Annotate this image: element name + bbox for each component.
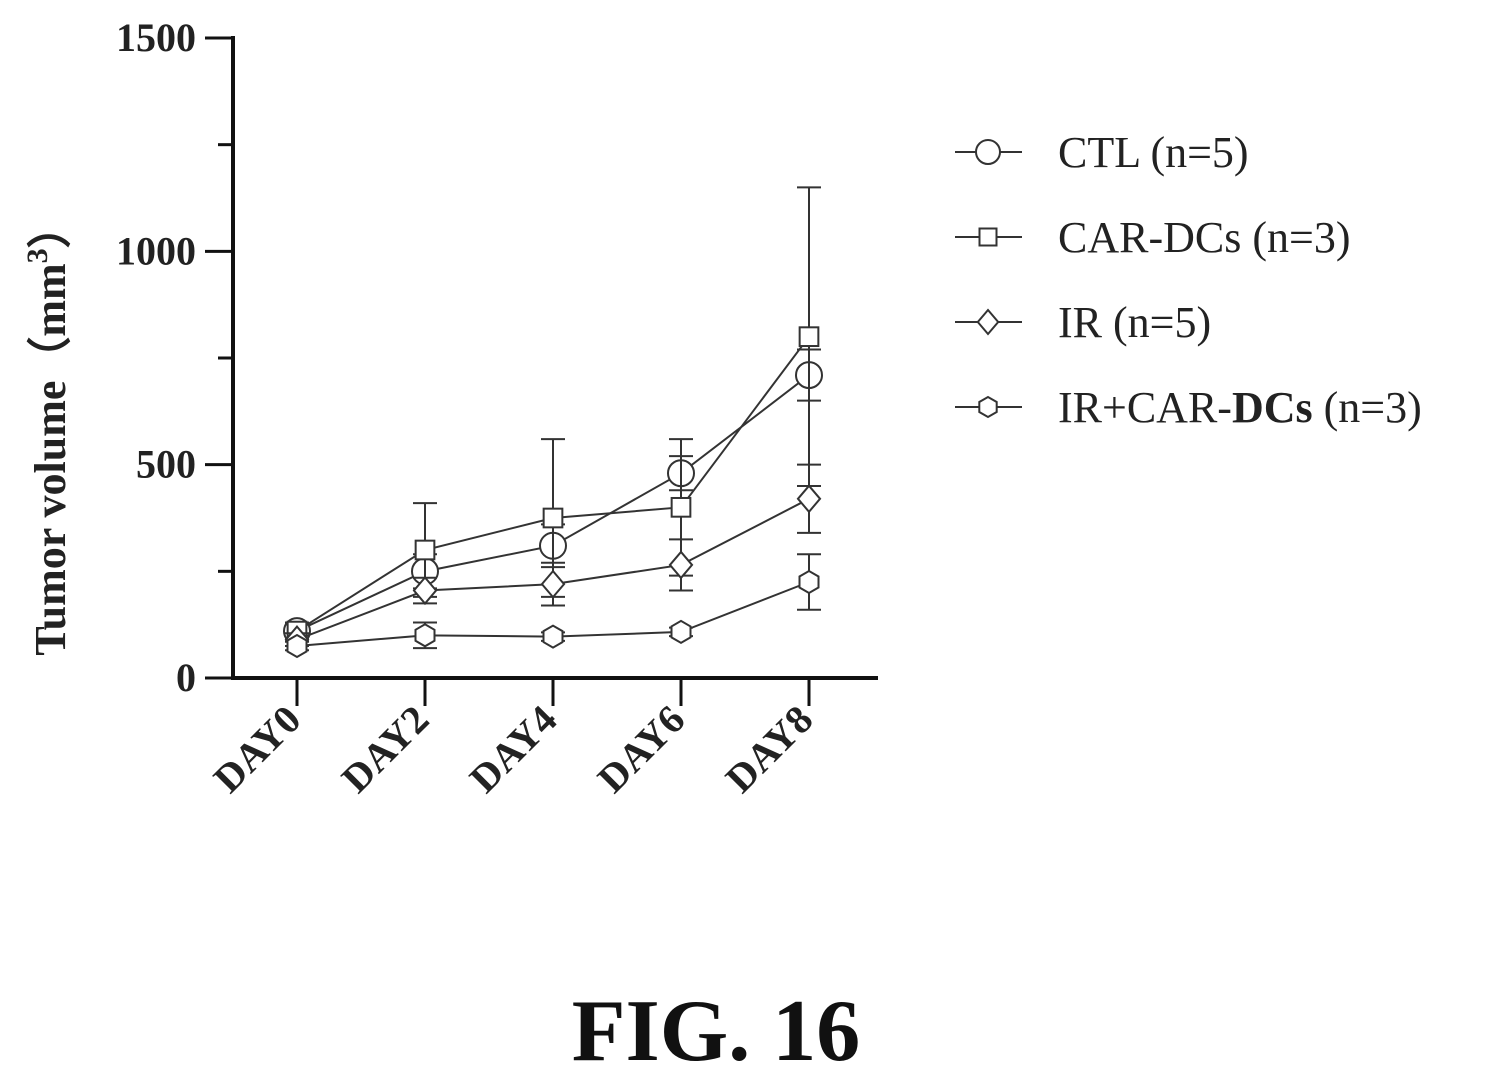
data-point-diamond xyxy=(668,550,694,580)
y-tick-label-1500: 1500 xyxy=(116,15,196,60)
data-point-hexagon xyxy=(286,633,308,659)
x-tick-label-day4: DAY4 xyxy=(461,697,566,802)
legend-entry-hexagon: IR+CAR-DCs (n=3) xyxy=(955,383,1422,432)
legend-marker-diamond xyxy=(976,308,1000,336)
legend-entry-circle: CTL (n=5) xyxy=(955,128,1249,177)
legend-marker-circle xyxy=(975,139,1001,165)
data-point-square xyxy=(414,539,436,561)
x-tick-label-day6: DAY6 xyxy=(589,697,694,802)
legend-label-bold: DCs xyxy=(1232,383,1313,432)
data-point-diamond xyxy=(796,484,822,514)
x-tick-label-day2: DAY2 xyxy=(333,697,438,802)
series-layer xyxy=(283,186,823,659)
y-ticks: 0 500 1000 1500 xyxy=(116,15,233,700)
legend-marker-square xyxy=(978,227,998,247)
x-tick-label-day8: DAY8 xyxy=(717,697,822,802)
data-point-square xyxy=(542,507,564,529)
x-ticks: DAY0 DAY2 DAY4 DAY6 DAY8 xyxy=(205,678,822,802)
data-point-square xyxy=(798,326,820,348)
data-point-hexagon xyxy=(670,619,692,645)
y-axis-label: Tumor volume（mm3） xyxy=(21,204,75,655)
data-point-diamond xyxy=(412,575,438,606)
legend: CTL (n=5) CAR-DCs (n=3) IR (n=5) IR+CAR-DCs… xyxy=(955,128,1422,432)
data-point-hexagon xyxy=(798,569,820,595)
data-point-hexagon xyxy=(542,624,564,649)
data-point-hexagon xyxy=(414,623,436,648)
legend-label-prefix: IR+CAR- xyxy=(1058,383,1232,432)
legend-label-suffix: (n=3) xyxy=(1313,383,1422,432)
y-tick-label-1000: 1000 xyxy=(116,228,196,273)
series-diamond xyxy=(284,463,822,655)
data-point-diamond xyxy=(540,569,566,599)
legend-label: IR+CAR-DCs (n=3) xyxy=(1058,383,1422,432)
y-axis-label-main: Tumor volume（mm xyxy=(26,263,75,655)
legend-label: CTL (n=5) xyxy=(1058,128,1249,177)
y-axis-label-superscript: 3 xyxy=(21,248,54,263)
legend-marker-hexagon xyxy=(978,395,998,419)
legend-entry-diamond: IR (n=5) xyxy=(955,298,1211,347)
figure-caption: FIG. 16 xyxy=(572,983,860,1080)
legend-label: IR (n=5) xyxy=(1058,298,1211,347)
legend-entry-square: CAR-DCs (n=3) xyxy=(955,213,1351,262)
x-tick-label-day0: DAY0 xyxy=(205,697,310,802)
y-tick-label-0: 0 xyxy=(176,655,196,700)
y-axis-label-close: ） xyxy=(26,204,75,248)
legend-label: CAR-DCs (n=3) xyxy=(1058,213,1351,262)
data-point-square xyxy=(670,496,692,518)
y-tick-label-500: 500 xyxy=(136,442,196,487)
series-hexagon xyxy=(285,553,821,659)
